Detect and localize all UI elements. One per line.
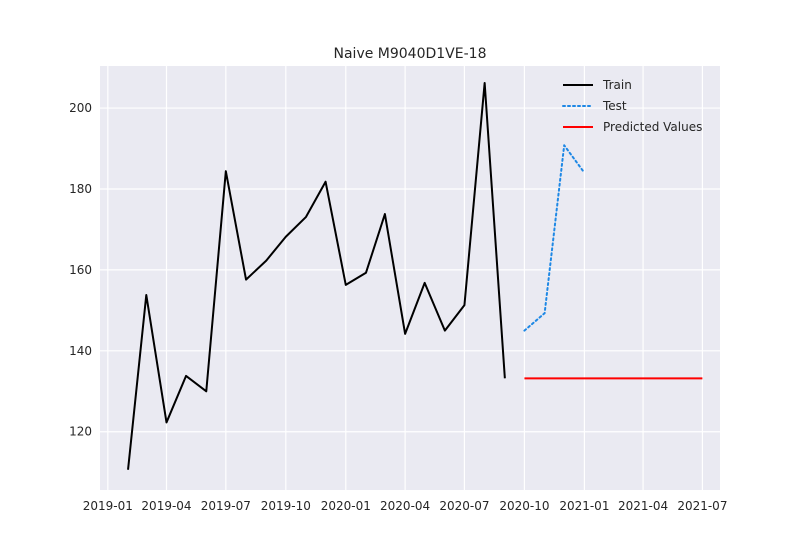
x-tick-label: 2019-04	[141, 499, 191, 513]
x-tick-label: 2020-04	[380, 499, 430, 513]
chart-title: Naive M9040D1VE-18	[334, 46, 487, 62]
series-line-test	[523, 144, 586, 332]
series-layer	[127, 81, 703, 470]
y-tick-label: 120	[69, 425, 92, 439]
y-tick-label: 180	[69, 182, 92, 196]
grid	[100, 66, 720, 490]
y-tick-label: 160	[69, 263, 92, 277]
y-tick-label: 200	[69, 101, 92, 115]
x-tick-label: 2019-07	[201, 499, 251, 513]
legend-label: Train	[602, 78, 632, 92]
y-tick-label: 140	[69, 344, 92, 358]
x-tick-label: 2020-01	[321, 499, 371, 513]
legend: Train Test Predicted Values	[562, 78, 702, 134]
x-tick-label: 2019-01	[83, 499, 133, 513]
x-tick-label: 2021-07	[677, 499, 727, 513]
tick-labels: 2019-01 2019-04 2019-07 2019-10 2020-01 2020-…	[69, 101, 727, 513]
x-tick-label: 2019-10	[261, 499, 311, 513]
x-tick-label: 2020-07	[439, 499, 489, 513]
x-tick-label: 2021-01	[559, 499, 609, 513]
x-tick-label: 2021-04	[618, 499, 668, 513]
legend-label: Test	[602, 99, 627, 113]
series-line-train	[127, 81, 506, 470]
x-tick-label: 2020-10	[499, 499, 549, 513]
legend-label: Predicted Values	[603, 120, 702, 134]
plot-area	[100, 66, 720, 490]
